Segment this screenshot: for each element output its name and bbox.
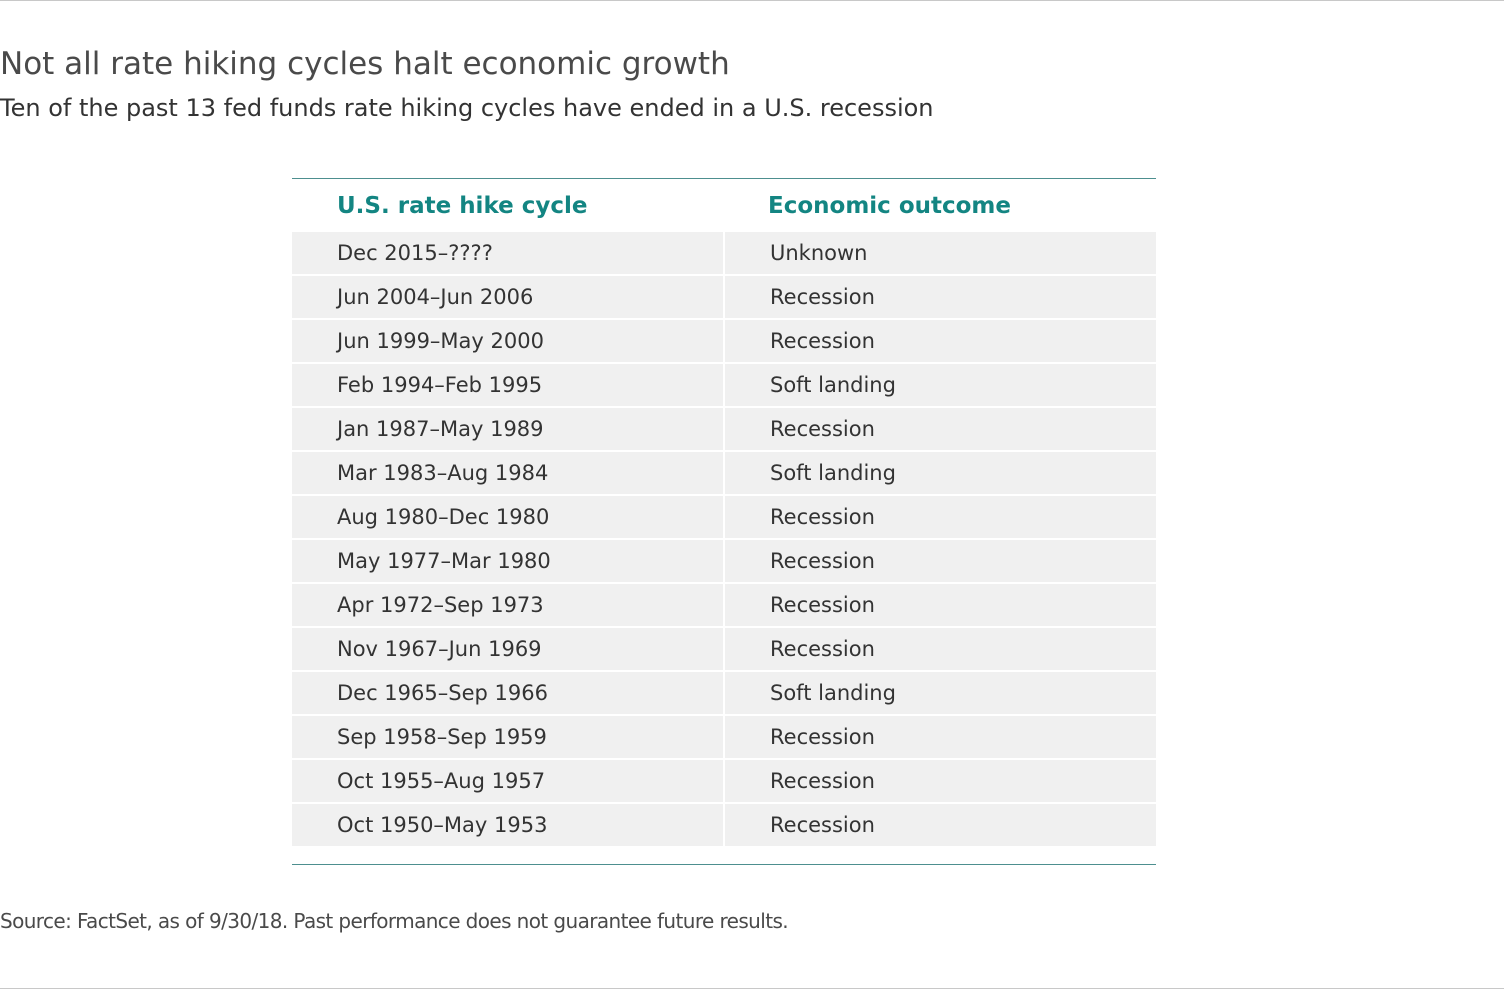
column-header-cycle: U.S. rate hike cycle: [337, 192, 588, 219]
cell-economic-outcome: Soft landing: [725, 452, 1156, 494]
cell-economic-outcome: Soft landing: [725, 672, 1156, 714]
cell-rate-hike-cycle: Nov 1967–Jun 1969: [292, 628, 723, 670]
table-row: Oct 1950–May 1953 Recession: [292, 804, 1156, 846]
table-header-row: U.S. rate hike cycle Economic outcome: [292, 179, 1156, 232]
top-divider: [0, 0, 1504, 1]
cell-rate-hike-cycle: May 1977–Mar 1980: [292, 540, 723, 582]
cell-rate-hike-cycle: Jun 1999–May 2000: [292, 320, 723, 362]
cell-rate-hike-cycle: Jan 1987–May 1989: [292, 408, 723, 450]
cell-rate-hike-cycle: Apr 1972–Sep 1973: [292, 584, 723, 626]
table-row: Mar 1983–Aug 1984 Soft landing: [292, 452, 1156, 494]
column-header-outcome: Economic outcome: [768, 192, 1011, 219]
table-row: Jun 2004–Jun 2006 Recession: [292, 276, 1156, 318]
cell-economic-outcome: Recession: [725, 496, 1156, 538]
cell-economic-outcome: Recession: [725, 584, 1156, 626]
cell-rate-hike-cycle: Sep 1958–Sep 1959: [292, 716, 723, 758]
cell-economic-outcome: Unknown: [725, 232, 1156, 274]
data-table: U.S. rate hike cycle Economic outcome De…: [292, 178, 1156, 865]
table-row: Jan 1987–May 1989 Recession: [292, 408, 1156, 450]
table-row: May 1977–Mar 1980 Recession: [292, 540, 1156, 582]
cell-economic-outcome: Recession: [725, 628, 1156, 670]
cell-rate-hike-cycle: Mar 1983–Aug 1984: [292, 452, 723, 494]
cell-economic-outcome: Recession: [725, 760, 1156, 802]
table-body: Dec 2015–???? Unknown Jun 2004–Jun 2006 Rec…: [292, 232, 1156, 848]
cell-rate-hike-cycle: Dec 2015–????: [292, 232, 723, 274]
table-row: Jun 1999–May 2000 Recession: [292, 320, 1156, 362]
table-row: Oct 1955–Aug 1957 Recession: [292, 760, 1156, 802]
cell-economic-outcome: Recession: [725, 408, 1156, 450]
table-bottom-rule: [292, 864, 1156, 865]
cell-rate-hike-cycle: Jun 2004–Jun 2006: [292, 276, 723, 318]
table-row: Dec 2015–???? Unknown: [292, 232, 1156, 274]
chart-subtitle: Ten of the past 13 fed funds rate hiking…: [0, 94, 934, 122]
table-row: Aug 1980–Dec 1980 Recession: [292, 496, 1156, 538]
chart-title: Not all rate hiking cycles halt economic…: [0, 46, 730, 82]
cell-rate-hike-cycle: Aug 1980–Dec 1980: [292, 496, 723, 538]
table-row: Dec 1965–Sep 1966 Soft landing: [292, 672, 1156, 714]
cell-rate-hike-cycle: Feb 1994–Feb 1995: [292, 364, 723, 406]
cell-rate-hike-cycle: Oct 1955–Aug 1957: [292, 760, 723, 802]
table-row: Sep 1958–Sep 1959 Recession: [292, 716, 1156, 758]
cell-economic-outcome: Recession: [725, 804, 1156, 846]
cell-economic-outcome: Soft landing: [725, 364, 1156, 406]
bottom-divider: [0, 988, 1504, 989]
cell-economic-outcome: Recession: [725, 276, 1156, 318]
table-row: Nov 1967–Jun 1969 Recession: [292, 628, 1156, 670]
cell-economic-outcome: Recession: [725, 540, 1156, 582]
table-row: Feb 1994–Feb 1995 Soft landing: [292, 364, 1156, 406]
cell-economic-outcome: Recession: [725, 716, 1156, 758]
table-row: Apr 1972–Sep 1973 Recession: [292, 584, 1156, 626]
source-note: Source: FactSet, as of 9/30/18. Past per…: [0, 909, 789, 933]
table-top-rule: [292, 178, 1156, 179]
cell-economic-outcome: Recession: [725, 320, 1156, 362]
cell-rate-hike-cycle: Oct 1950–May 1953: [292, 804, 723, 846]
cell-rate-hike-cycle: Dec 1965–Sep 1966: [292, 672, 723, 714]
